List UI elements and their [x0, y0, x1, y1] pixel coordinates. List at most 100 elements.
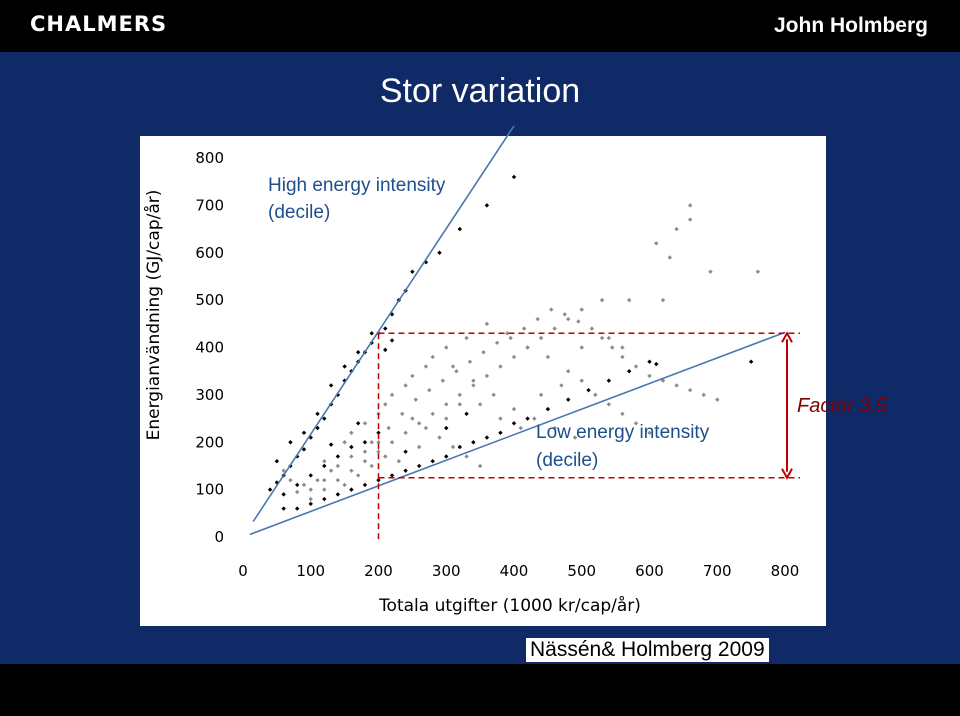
scatter-point-s0-26	[511, 174, 517, 180]
scatter-point-s1-30	[444, 345, 449, 350]
scatter-point-s1-82	[355, 473, 361, 478]
scatter-point-s0-57	[606, 378, 612, 383]
scatter-point-s1-61	[369, 440, 374, 445]
scatter-point-s0-17	[383, 326, 388, 331]
scatter-point-s1-112	[589, 326, 595, 331]
scatter-point-s1-96	[376, 440, 381, 445]
scatter-point-s1-116	[633, 364, 639, 369]
scatter-point-s1-65	[457, 402, 462, 407]
scatter-point-s0-42	[376, 477, 381, 483]
slide-title: Stor variation	[379, 72, 581, 110]
scatter-point-s1-55	[423, 425, 429, 431]
scatter-point-s0-48	[457, 444, 462, 450]
scatter-point-s0-52	[511, 421, 517, 426]
scatter-point-s1-21	[599, 297, 605, 303]
scatter-point-s1-122	[715, 397, 720, 402]
scatter-point-s0-71	[274, 459, 280, 464]
scatter-point-s0-38	[322, 496, 327, 502]
y-tick-label-1: 100	[195, 481, 224, 499]
scatter-point-s1-71	[579, 345, 584, 350]
scatter-point-s1-101	[440, 378, 446, 383]
scatter-point-s1-86	[315, 477, 320, 483]
scatter-point-s0-47	[444, 454, 449, 459]
scatter-point-s0-28	[295, 482, 300, 488]
scatter-point-s0-43	[389, 473, 395, 478]
x-tick-label-6: 600	[635, 562, 664, 580]
y-tick-label-8: 800	[195, 149, 224, 167]
bottom-bar	[0, 664, 960, 716]
scatter-point-s1-93	[335, 463, 341, 469]
scatter-point-s0-30	[322, 463, 327, 469]
scatter-point-s1-49	[491, 392, 496, 398]
scatter-point-s1-87	[301, 482, 307, 488]
scatter-point-s0-0	[267, 487, 273, 492]
scatter-point-s0-68	[369, 331, 374, 336]
scatter-point-s1-5	[376, 449, 381, 454]
scatter-point-s1-117	[647, 373, 652, 379]
decile-box-layer	[377, 331, 800, 541]
scatter-point-s0-73	[355, 421, 361, 426]
scatter-point-s1-7	[403, 430, 408, 435]
scatter-point-s1-109	[549, 307, 554, 312]
scatter-point-s0-69	[389, 338, 395, 343]
scatter-point-s1-44	[389, 392, 395, 398]
scatter-point-s1-38	[593, 392, 598, 398]
scatter-point-s1-80	[755, 269, 761, 274]
scatter-point-s0-44	[403, 468, 408, 473]
scatter-point-s1-58	[464, 454, 469, 459]
scatter-point-s1-8	[416, 421, 422, 426]
scatter-point-s1-90	[295, 489, 300, 495]
scatter-point-s1-54	[410, 416, 415, 421]
scatter-point-s1-78	[687, 203, 693, 208]
scatter-point-s1-73	[620, 345, 625, 350]
scatter-point-s1-68	[518, 425, 523, 431]
scatter-point-s1-51	[532, 416, 537, 421]
scatter-point-s0-8	[322, 416, 327, 421]
scatter-point-s0-40	[349, 487, 354, 492]
scatter-point-s1-67	[498, 416, 503, 421]
scatter-point-s1-76	[674, 226, 679, 232]
scatter-point-s1-41	[633, 421, 639, 426]
scatter-point-s0-21	[410, 269, 415, 274]
x-tick-label-5: 500	[567, 562, 596, 580]
scatter-point-s1-15	[511, 354, 517, 360]
fit-line-0	[252, 125, 515, 523]
scatter-point-s0-51	[498, 430, 503, 435]
scatter-point-s1-84	[383, 454, 388, 459]
scatter-point-s1-95	[362, 449, 368, 454]
scatter-point-s1-70	[559, 383, 564, 388]
scatter-point-s1-22	[626, 297, 632, 303]
scatter-point-s1-24	[322, 459, 327, 464]
scatter-point-s1-1	[322, 487, 327, 492]
scatter-point-s1-34	[525, 345, 530, 350]
fit-line-1	[249, 331, 786, 536]
scatter-point-s1-77	[687, 217, 693, 222]
x-tick-label-8: 800	[771, 562, 800, 580]
chart-panel	[140, 136, 826, 626]
scatter-point-s0-64	[315, 411, 320, 417]
scatter-point-s0-60	[654, 361, 659, 367]
scatter-point-s0-25	[484, 203, 490, 208]
scatter-point-s1-103	[467, 359, 473, 364]
x-tick-label-2: 200	[364, 562, 393, 580]
y-tick-label-7: 700	[195, 196, 224, 214]
y-tick-label-2: 200	[195, 433, 224, 451]
factor-annotation: Factor 3.5	[797, 395, 888, 417]
scatter-point-s0-50	[484, 435, 490, 440]
scatter-point-s0-49	[471, 440, 476, 445]
scatter-point-s1-74	[654, 241, 659, 246]
scatter-point-s1-106	[508, 335, 513, 341]
x-tick-label-3: 300	[432, 562, 461, 580]
scatter-point-s0-65	[328, 383, 334, 388]
y-tick-label-3: 300	[195, 386, 224, 404]
factor-arrow-head-bottom	[781, 468, 793, 480]
scatter-point-s1-42	[647, 430, 652, 435]
chalmers-logo: CHALMERS	[30, 12, 168, 36]
scatter-point-s0-58	[626, 368, 632, 374]
scatter-point-s1-98	[400, 411, 405, 417]
scatter-point-s0-56	[586, 387, 591, 393]
x-tick-label-1: 100	[296, 562, 325, 580]
scatter-point-s1-102	[454, 368, 459, 374]
scatter-point-s1-27	[383, 402, 388, 407]
scatter-point-s0-76	[464, 411, 469, 417]
